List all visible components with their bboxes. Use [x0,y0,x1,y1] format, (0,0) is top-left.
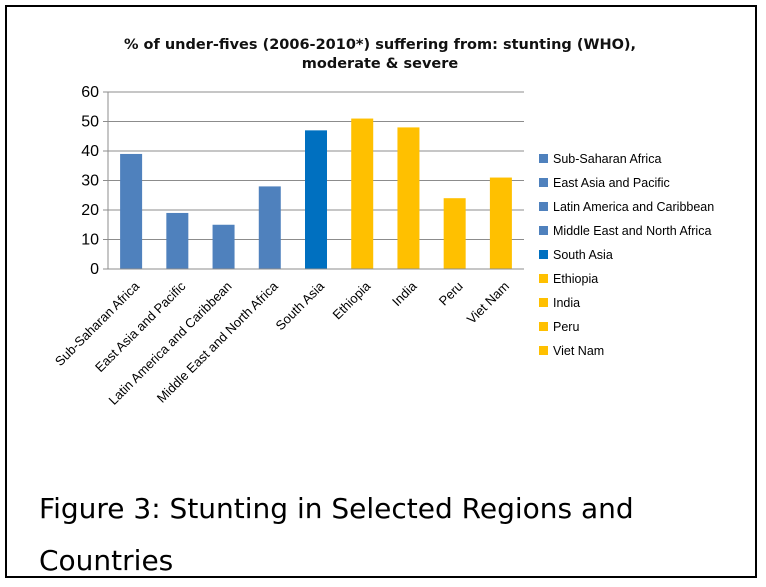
y-tick-label: 50 [81,114,99,131]
legend-label: Peru [553,320,579,334]
legend-label: Ethiopia [553,272,598,286]
legend-swatch [539,298,548,307]
y-tick-label: 20 [81,202,99,219]
x-tick-label: East Asia and Pacific [92,278,189,375]
legend-swatch [539,322,548,331]
legend-swatch [539,178,548,187]
legend-swatch [539,274,548,283]
bar [397,127,420,270]
y-tick-label: 30 [81,173,99,190]
bar [489,177,512,269]
x-tick-label: Viet Nam [464,279,512,327]
bar [212,224,235,269]
bar [166,212,189,269]
legend-swatch [539,226,548,235]
legend-label: Latin America and Caribbean [553,200,714,214]
x-tick-label: India [389,278,420,309]
legend-swatch [539,346,548,355]
x-tick-label: Ethiopia [330,278,374,322]
bars [120,118,512,270]
legend: Sub-Saharan Africa East Asia and Pacific L… [539,152,714,358]
y-tick-label: 60 [81,84,99,101]
figure-frame: % of under-fives (2006-2010*) suffering … [5,5,757,578]
bar [351,118,374,269]
x-tick-label: Sub-Saharan Africa [52,278,143,369]
legend-label: East Asia and Pacific [553,176,670,190]
legend-label: Sub-Saharan Africa [553,152,661,166]
chart-title-line-2: moderate & severe [302,56,459,72]
y-tick-label: 40 [81,143,99,160]
bar [305,130,327,269]
y-axis: 0 10 20 30 40 50 60 [81,84,109,278]
x-tick-label: South Asia [273,278,328,333]
legend-label: South Asia [553,248,613,262]
legend-swatch [539,154,548,163]
legend-label: Viet Nam [553,344,604,358]
legend-swatch [539,202,548,211]
y-tick-label: 0 [90,261,99,278]
legend-label: Middle East and North Africa [553,224,711,238]
y-tick-label: 10 [81,232,99,249]
bar [120,153,143,269]
bar [443,198,466,269]
chart-title-line-1: % of under-fives (2006-2010*) suffering … [124,37,636,53]
bar-chart: % of under-fives (2006-2010*) suffering … [52,37,714,408]
bar [258,186,281,269]
figure-caption: Figure 3: Stunting in Selected Regions a… [39,492,634,577]
x-tick-label: Peru [436,279,466,309]
legend-swatch [539,250,548,259]
legend-label: India [553,296,580,310]
